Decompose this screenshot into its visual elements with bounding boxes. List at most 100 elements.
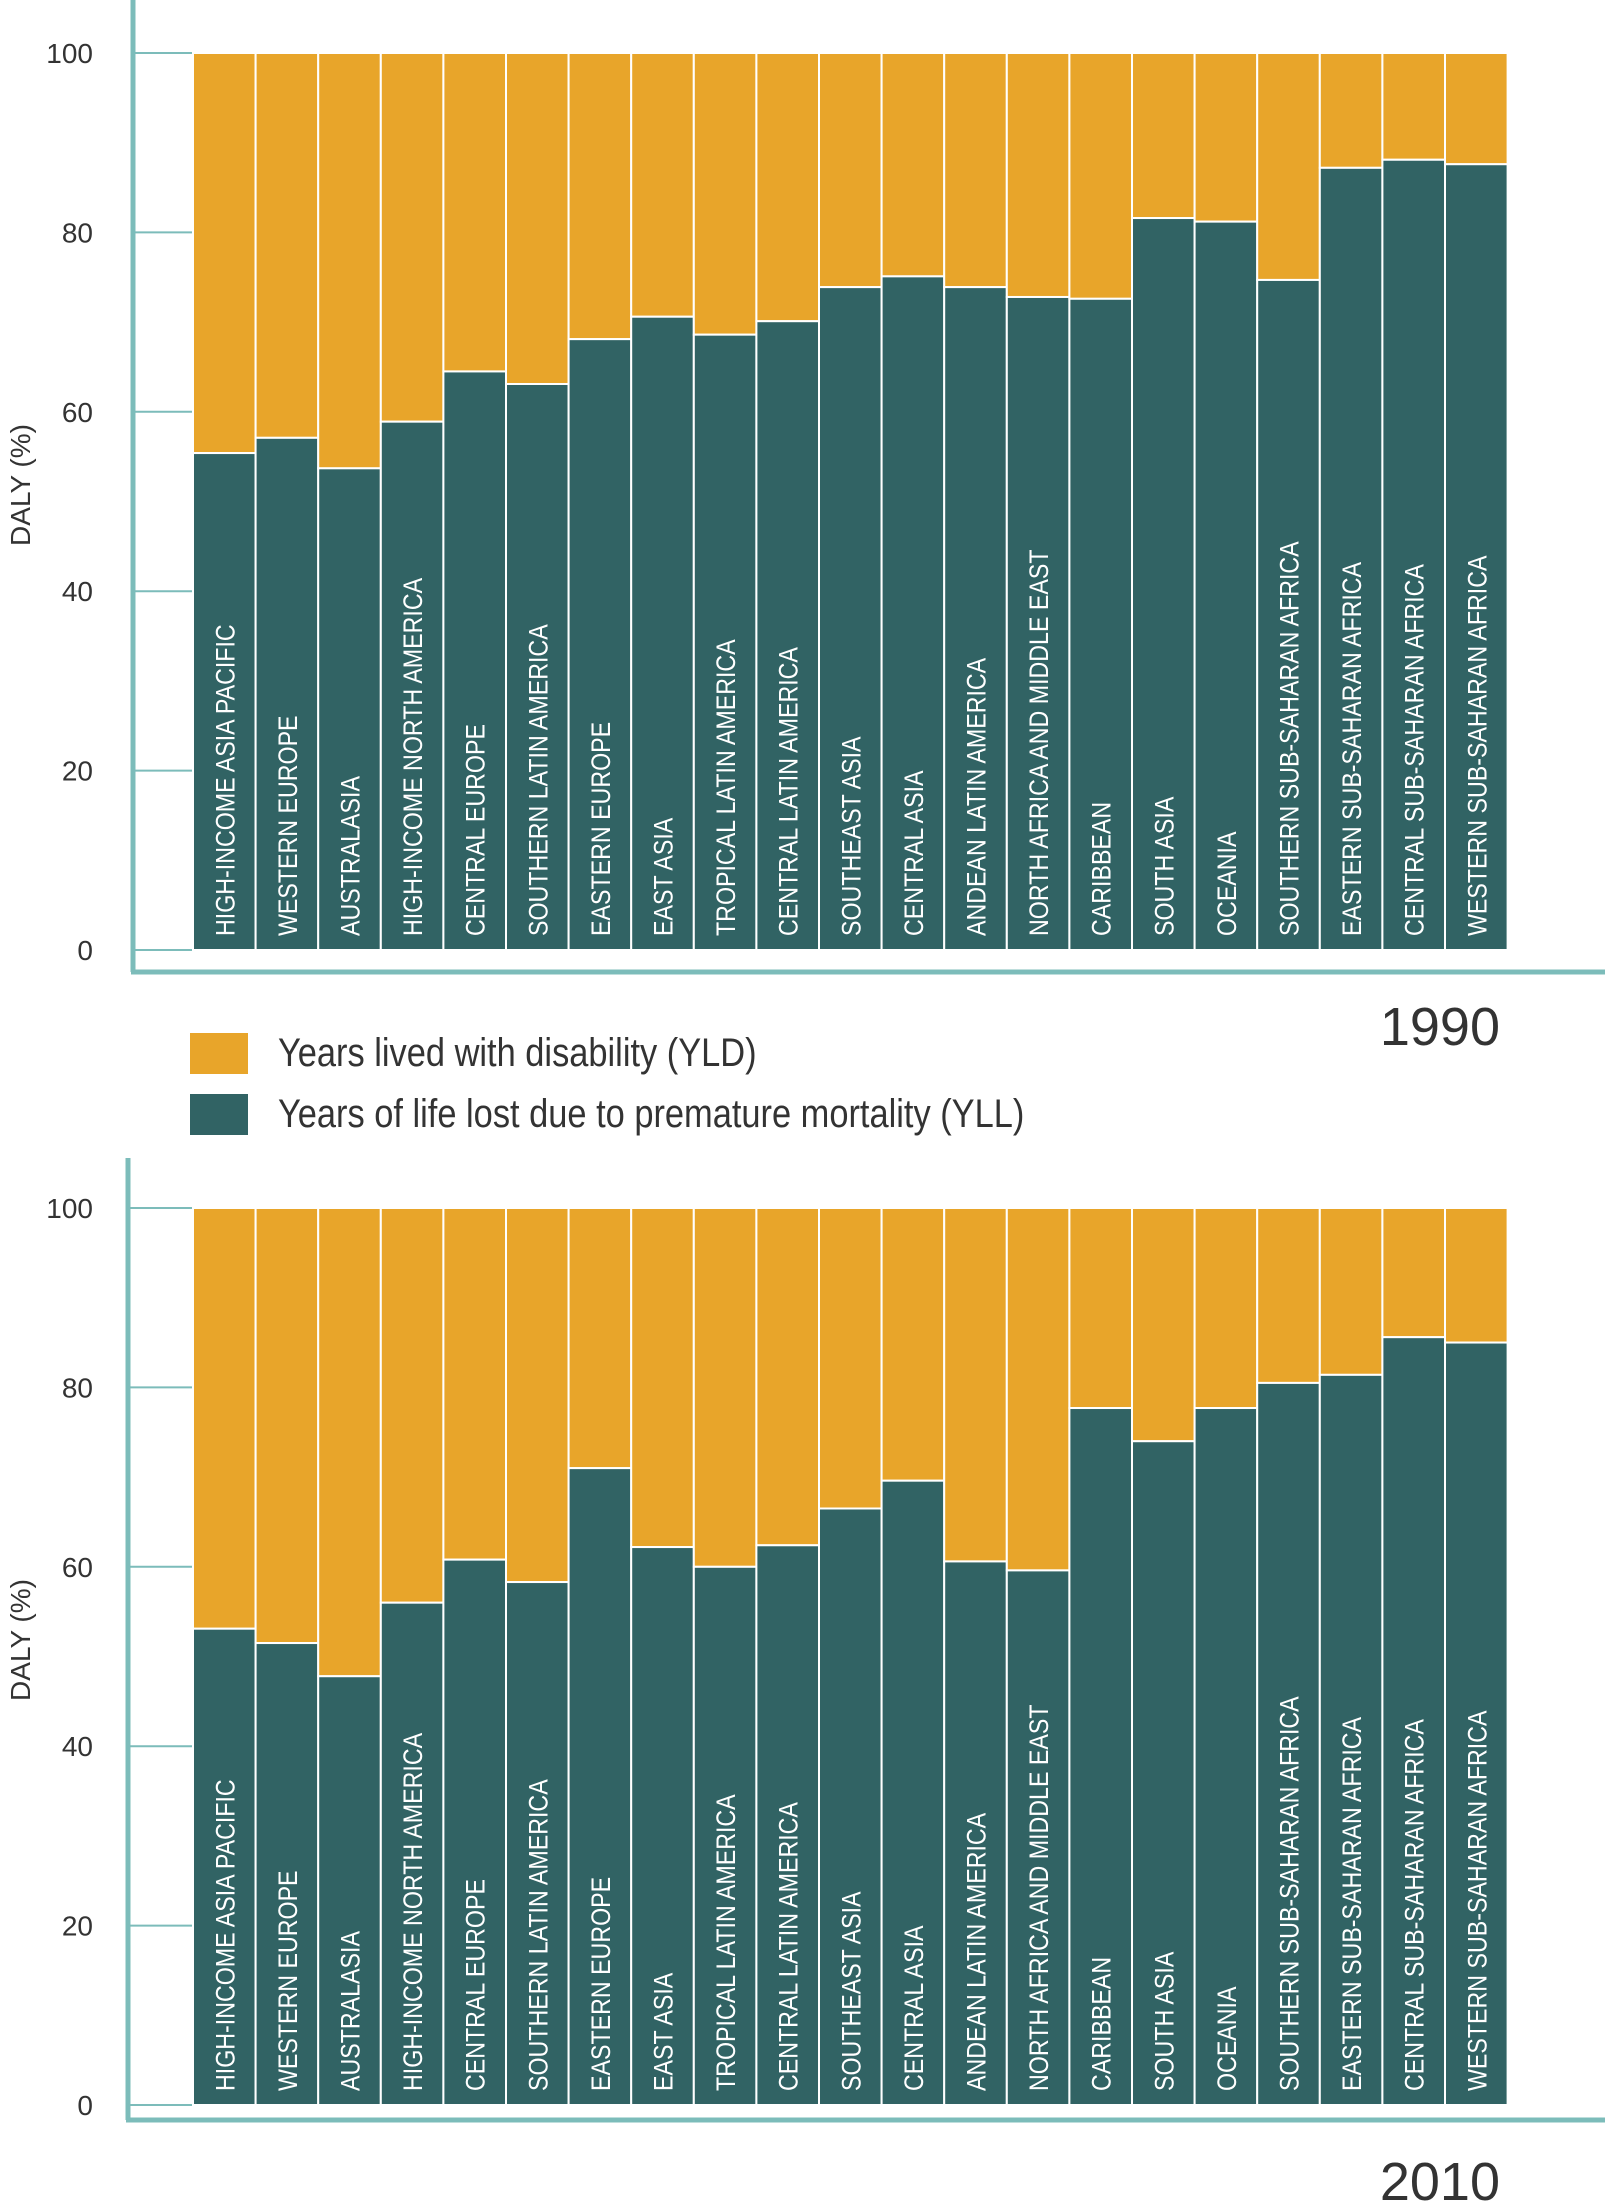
bar-yld <box>880 52 946 278</box>
category-label: CENTRAL SUB-SAHARAN AFRICA <box>1400 564 1430 936</box>
category-label: EASTERN EUROPE <box>586 722 616 936</box>
category-label: CENTRAL EUROPE <box>461 1879 491 2091</box>
bar-yll <box>254 1642 320 2107</box>
bar-yld <box>567 1207 633 1470</box>
category-label: CENTRAL LATIN AMERICA <box>774 1802 804 2091</box>
bar-yld <box>818 1207 883 1510</box>
bar-yll <box>943 1560 1008 2106</box>
bar-yld <box>630 1207 695 1549</box>
bar-yll <box>1005 295 1071 951</box>
bar-yld <box>1005 1207 1071 1572</box>
bar-yld <box>1444 52 1509 166</box>
bar-yll <box>1381 158 1447 952</box>
bar-yld <box>692 52 758 336</box>
bar-yld <box>818 52 883 289</box>
category-label: CENTRAL SUB-SAHARAN AFRICA <box>1400 1719 1430 2091</box>
legend-swatch-yld <box>190 1032 248 1074</box>
bar-yld <box>1256 52 1321 281</box>
category-label: CARIBBEAN <box>1087 1957 1117 2091</box>
bar-yll <box>317 1675 382 2106</box>
category-label: OCEANIA <box>1212 1986 1242 2091</box>
bar-yld <box>1005 52 1071 298</box>
bar-yld <box>505 52 570 385</box>
chart-year-title: 2010 <box>1380 2152 1500 2208</box>
bar-yll <box>943 286 1008 951</box>
bar-yld <box>317 52 382 470</box>
category-label: OCEANIA <box>1212 831 1242 936</box>
category-label: CENTRAL ASIA <box>899 770 929 936</box>
chart-year-title: 1990 <box>1380 997 1500 1057</box>
bar-yld <box>505 1207 570 1584</box>
category-label: SOUTHERN SUB-SAHARAN AFRICA <box>1275 1696 1305 2091</box>
legend-item-yld: Years lived with disability (YLD) <box>190 1028 835 1078</box>
bar-yld <box>880 1207 946 1482</box>
bar-yll <box>1318 166 1384 952</box>
bar-yll <box>1068 1407 1134 2106</box>
bar-yll <box>567 338 633 951</box>
category-label: HIGH-INCOME ASIA PACIFIC <box>211 1779 241 2091</box>
category-label: TROPICAL LATIN AMERICA <box>712 1794 742 2091</box>
bar-yll <box>1318 1373 1384 2107</box>
category-label: SOUTHEAST ASIA <box>837 1891 867 2091</box>
bar-yll <box>254 436 320 951</box>
y-tick-label: 20 <box>62 1911 93 1942</box>
category-label: SOUTH ASIA <box>1150 1952 1180 2091</box>
category-label: WESTERN EUROPE <box>273 1870 303 2091</box>
bar-yll <box>755 1544 821 2106</box>
bar-yld <box>1193 52 1259 223</box>
bar-yld <box>379 1207 445 1604</box>
category-label: HIGH-INCOME NORTH AMERICA <box>399 1733 429 2091</box>
bar-yll <box>1131 1440 1196 2106</box>
category-label: WESTERN SUB-SAHARAN AFRICA <box>1463 1710 1493 2091</box>
category-label: TROPICAL LATIN AMERICA <box>712 639 742 936</box>
bar-yld <box>567 52 633 341</box>
y-axis-label: DALY (%) <box>5 424 36 546</box>
category-label: AUSTRALASIA <box>336 776 366 936</box>
legend-swatch-yll <box>190 1093 248 1135</box>
bar-yll <box>1444 1341 1509 2107</box>
bar-yld <box>1381 1207 1447 1339</box>
y-tick-label: 60 <box>62 1552 93 1583</box>
category-label: WESTERN EUROPE <box>273 715 303 936</box>
y-tick-label: 0 <box>77 2090 93 2121</box>
category-label: ANDEAN LATIN AMERICA <box>962 658 992 936</box>
category-label: WESTERN SUB-SAHARAN AFRICA <box>1463 555 1493 936</box>
bar-yld <box>1068 1207 1134 1410</box>
category-label: NORTH AFRICA AND MIDDLE EAST <box>1025 549 1055 936</box>
bar-yld <box>755 1207 821 1547</box>
bar-yld <box>755 52 821 323</box>
bar-yld <box>254 52 320 439</box>
bar-yld <box>317 1207 382 1678</box>
bar-yll <box>1381 1336 1447 2106</box>
category-label: EAST ASIA <box>649 818 679 936</box>
bar-yll <box>630 315 695 951</box>
category-label: ANDEAN LATIN AMERICA <box>962 1813 992 2091</box>
category-label: SOUTHEAST ASIA <box>837 736 867 936</box>
category-label: EASTERN SUB-SAHARAN AFRICA <box>1338 1717 1368 2091</box>
category-label: CENTRAL EUROPE <box>461 724 491 936</box>
bar-yll <box>379 1601 445 2107</box>
category-label: AUSTRALASIA <box>336 1931 366 2091</box>
category-label: SOUTHERN LATIN AMERICA <box>524 624 554 936</box>
bar-yld <box>630 52 695 318</box>
category-label: SOUTH ASIA <box>1150 797 1180 936</box>
bar-yld <box>1131 52 1196 220</box>
legend: Years lived with disability (YLD) Years … <box>190 1028 1290 1178</box>
bar-yll <box>692 1565 758 2107</box>
bar-yll <box>818 1507 883 2106</box>
y-axis-label: DALY (%) <box>5 1579 36 1701</box>
bar-yld <box>1444 1207 1509 1344</box>
y-tick-label: 20 <box>62 756 93 787</box>
category-label: CENTRAL LATIN AMERICA <box>774 647 804 936</box>
y-tick-label: 60 <box>62 397 93 428</box>
y-tick-label: 40 <box>62 1731 93 1762</box>
bar-yll <box>1444 163 1509 951</box>
bar-yll <box>818 286 883 951</box>
y-tick-label: 40 <box>62 576 93 607</box>
bar-yld <box>254 1207 320 1645</box>
category-label: CARIBBEAN <box>1087 802 1117 936</box>
bar-yll <box>379 420 445 951</box>
bar-yll <box>880 275 946 951</box>
category-label: HIGH-INCOME NORTH AMERICA <box>399 578 429 936</box>
